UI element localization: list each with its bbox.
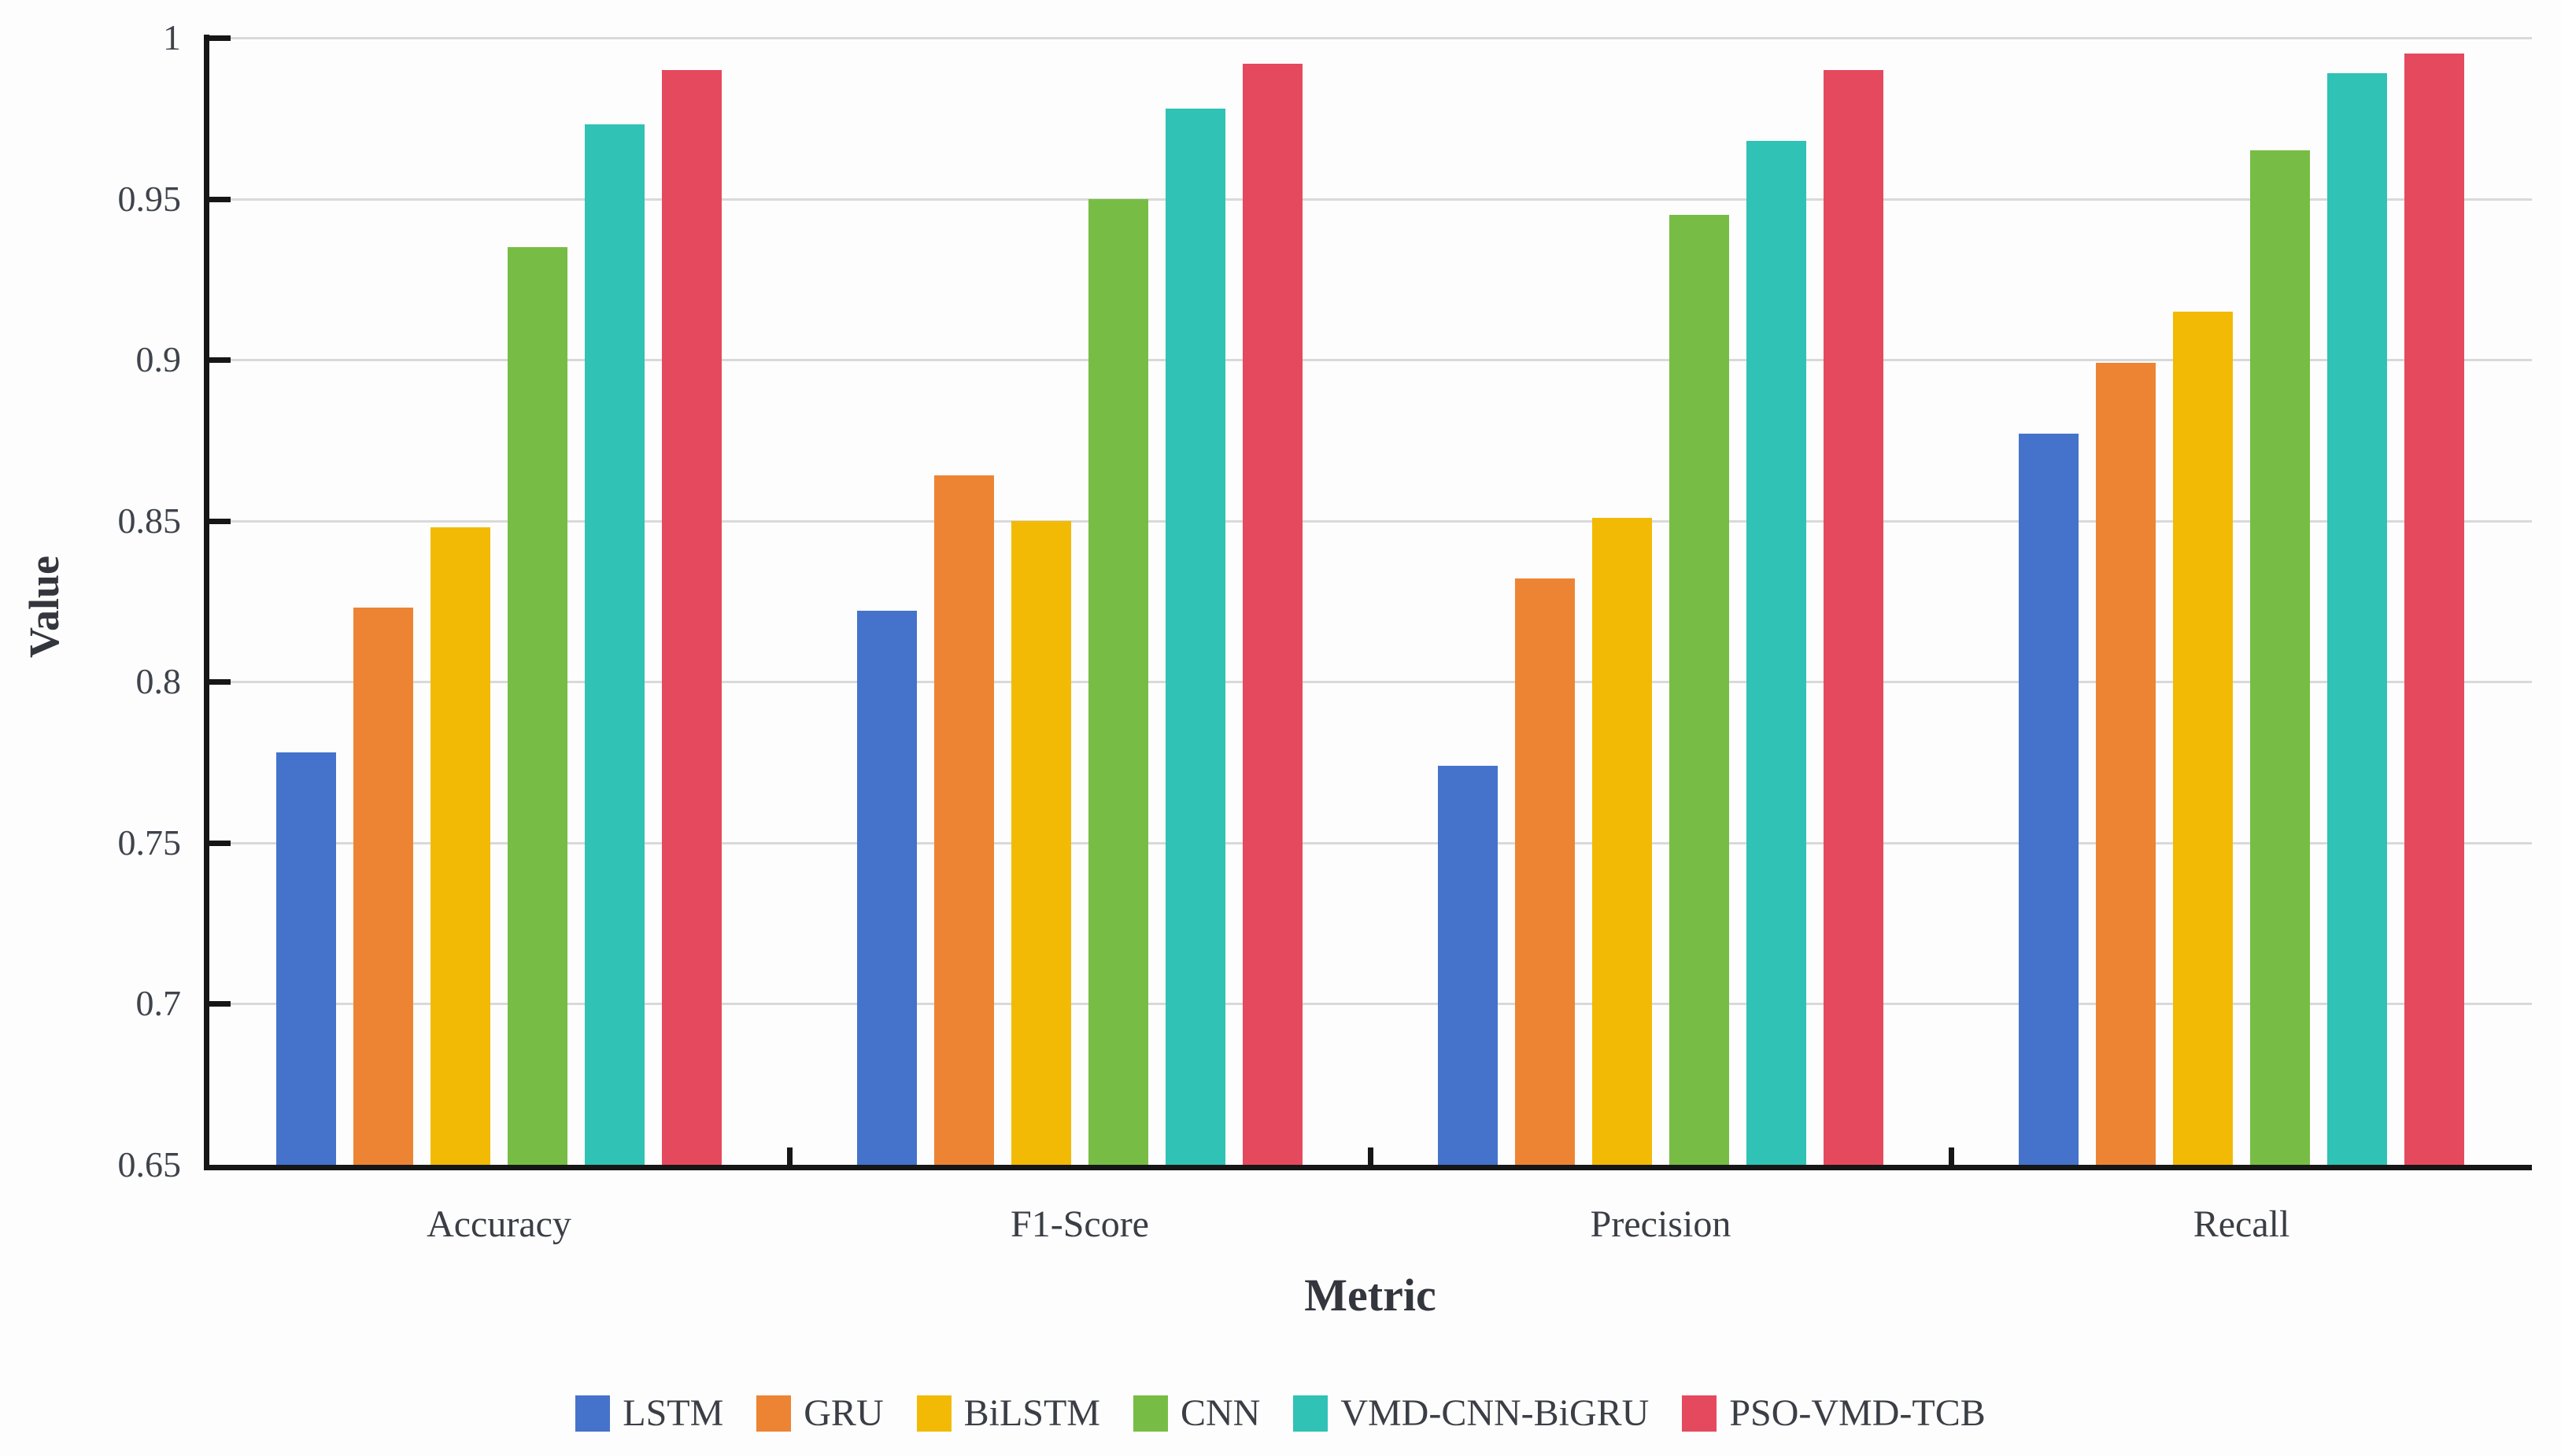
bar-BiLSTM-F1-Score	[1011, 520, 1071, 1165]
legend-swatch-icon	[1133, 1395, 1168, 1432]
y-axis-tick	[209, 357, 231, 364]
x-axis-tick	[787, 1147, 793, 1165]
legend-label: PSO-VMD-TCB	[1729, 1392, 1986, 1434]
bar-GRU-Precision	[1515, 578, 1575, 1165]
legend-swatch-icon	[575, 1395, 611, 1432]
bar-GRU-Accuracy	[353, 608, 413, 1165]
legend-item-LSTM: LSTM	[575, 1391, 723, 1435]
bar-LSTM-Recall	[2019, 434, 2079, 1165]
gridline	[209, 359, 2532, 362]
x-axis-tick	[1368, 1147, 1373, 1165]
y-tick-label: 0.75	[117, 822, 182, 863]
legend-item-GRU: GRU	[756, 1391, 884, 1435]
gridline	[209, 681, 2532, 684]
x-category-label: Accuracy	[427, 1203, 571, 1245]
y-tick-label: 0.95	[117, 178, 182, 219]
y-axis-tick	[209, 840, 231, 846]
bar-CNN-Accuracy	[508, 246, 567, 1165]
y-axis-tick	[209, 518, 231, 524]
y-axis-tick	[209, 679, 231, 686]
y-tick-label: 0.8	[135, 661, 182, 702]
gridline	[209, 841, 2532, 844]
legend-swatch-icon	[1293, 1395, 1329, 1432]
legend-item-PSO-VMD-TCB: PSO-VMD-TCB	[1682, 1391, 1986, 1435]
y-tick-label: 0.65	[117, 1144, 182, 1184]
y-tick-label: 1	[163, 17, 181, 57]
gridline	[209, 1003, 2532, 1006]
bar-BiLSTM-Recall	[2173, 311, 2233, 1165]
bar-PSO-VMD-TCB-Recall	[2404, 54, 2464, 1165]
x-axis-tick	[1949, 1147, 1954, 1165]
bar-CNN-Precision	[1669, 215, 1729, 1165]
bar-VMD-CNN-BiGRU-Recall	[2327, 73, 2387, 1165]
y-axis-line	[204, 35, 209, 1170]
legend: LSTM GRU BiLSTM CNN VMD-CNN-BiGRU PSO-VMD-TCB	[0, 1391, 2561, 1435]
y-axis-tick	[209, 1001, 231, 1007]
legend-item-VMD-CNN-BiGRU: VMD-CNN-BiGRU	[1293, 1391, 1649, 1435]
bar-BiLSTM-Precision	[1592, 517, 1652, 1165]
bar-PSO-VMD-TCB-Accuracy	[662, 69, 722, 1165]
y-tick-label: 0.9	[135, 339, 182, 380]
legend-swatch-icon	[916, 1395, 952, 1432]
bar-VMD-CNN-BiGRU-Precision	[1746, 140, 1806, 1165]
bar-BiLSTM-Accuracy	[431, 527, 490, 1165]
legend-item-BiLSTM: BiLSTM	[916, 1391, 1100, 1435]
legend-label: BiLSTM	[963, 1392, 1100, 1434]
bar-CNN-F1-Score	[1088, 198, 1148, 1165]
bar-VMD-CNN-BiGRU-Accuracy	[585, 124, 645, 1165]
x-axis-line	[204, 1165, 2532, 1170]
legend-label: CNN	[1180, 1392, 1261, 1434]
bar-GRU-Recall	[2096, 363, 2156, 1165]
bar-VMD-CNN-BiGRU-F1-Score	[1166, 109, 1225, 1165]
bar-CNN-Recall	[2250, 150, 2310, 1165]
legend-swatch-icon	[756, 1395, 792, 1432]
bar-PSO-VMD-TCB-F1-Score	[1243, 63, 1303, 1165]
x-axis-title: Metric	[1304, 1269, 1436, 1321]
legend-label: GRU	[804, 1392, 884, 1434]
gridline	[209, 198, 2532, 201]
gridline	[209, 519, 2532, 523]
y-tick-label: 0.85	[117, 500, 182, 541]
x-category-label: F1-Score	[1011, 1203, 1149, 1245]
bar-LSTM-Accuracy	[276, 752, 336, 1165]
legend-label: LSTM	[623, 1392, 724, 1434]
legend-swatch-icon	[1682, 1395, 1717, 1432]
y-axis-tick	[209, 196, 231, 202]
bar-PSO-VMD-TCB-Precision	[1824, 69, 1883, 1165]
bar-LSTM-F1-Score	[857, 611, 917, 1165]
bar-GRU-F1-Score	[934, 475, 994, 1165]
x-category-label: Recall	[2193, 1203, 2290, 1245]
legend-label: VMD-CNN-BiGRU	[1340, 1392, 1650, 1434]
legend-item-CNN: CNN	[1133, 1391, 1260, 1435]
x-category-label: Precision	[1590, 1203, 1731, 1245]
gridline	[209, 37, 2532, 39]
y-tick-label: 0.7	[135, 983, 182, 1024]
y-axis-tick	[209, 35, 231, 41]
bar-LSTM-Precision	[1438, 765, 1498, 1165]
